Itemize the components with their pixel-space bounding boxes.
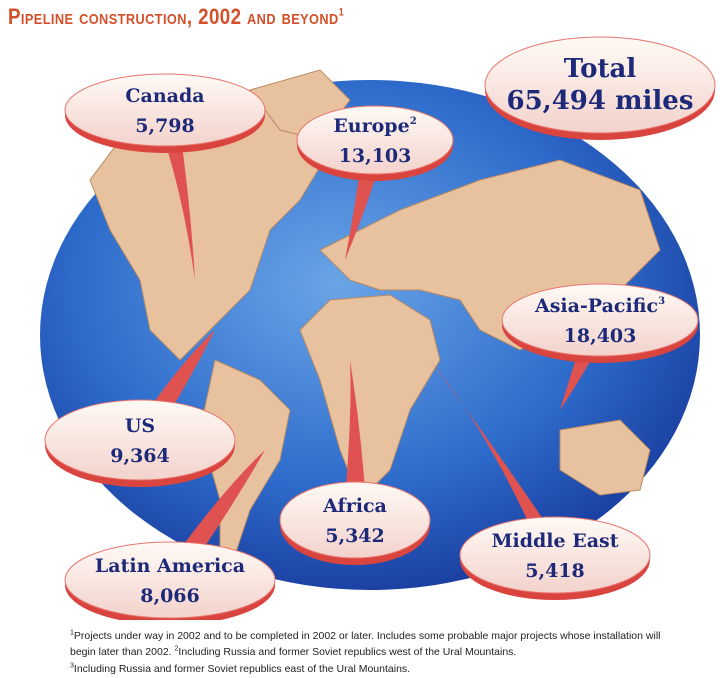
footnote-mark: 1 (70, 629, 74, 636)
region-name-text: Asia-Pacific (534, 295, 658, 317)
callout (44, 399, 236, 481)
footnotes: 1Projects under way in 2002 and to be co… (70, 626, 670, 676)
region-value: 18,403 (564, 325, 637, 347)
footnote-mark: 2 (174, 645, 179, 653)
region-name-text: Latin America (95, 555, 245, 577)
footnote-text: Including Russia and former Soviet repub… (178, 646, 517, 658)
callout (459, 516, 651, 594)
region-name-text: US (125, 415, 155, 437)
footnote: 3Including Russia and former Soviet repu… (70, 662, 411, 675)
title-note: 1 (338, 6, 345, 19)
region-name: Africa (322, 495, 387, 517)
footnote: 1Projects under way in 2002 and to be co… (70, 629, 661, 659)
total-label: Total (564, 54, 637, 84)
callout (64, 541, 276, 619)
footnote-mark: 3 (70, 662, 74, 669)
region-note: 2 (410, 116, 417, 127)
title-text: Pipeline construction, 2002 and beyond (8, 4, 339, 29)
region-value: 5,798 (135, 115, 195, 137)
region-name: Canada (125, 85, 204, 107)
region-note: 3 (658, 296, 665, 307)
map: Canada 5,798 Europe2 13,103 Asia-Pacific3 18,… (40, 36, 716, 620)
region-value: 9,364 (110, 445, 170, 467)
total-callout (484, 36, 716, 134)
region-name-text: Middle East (491, 530, 618, 552)
title: Pipeline construction, 2002 and beyond1 (8, 4, 344, 30)
callout-pointer (343, 360, 367, 520)
total-value: 65,494 miles (506, 86, 693, 116)
region-name: Middle East (491, 530, 618, 552)
callout (501, 283, 699, 357)
callouts: Canada 5,798 Europe2 13,103 Asia-Pacific3 18,… (44, 36, 716, 620)
callout (279, 481, 431, 559)
callout (296, 105, 454, 175)
region-value: 5,342 (325, 525, 385, 547)
region-name: US (125, 415, 155, 437)
callout (64, 73, 266, 147)
footnote-text: Including Russia and former Soviet repub… (73, 662, 411, 675)
region-name: Latin America (95, 555, 245, 577)
region-name-text: Africa (322, 495, 387, 517)
region-name-text: Europe (333, 115, 409, 137)
footnote-text: Projects under way in 2002 and to be com… (70, 629, 661, 659)
region-value: 13,103 (339, 145, 412, 167)
region-name: Europe2 (333, 115, 416, 137)
region-value: 8,066 (140, 585, 200, 607)
footnote: 2Including Russia and former Soviet repu… (174, 645, 517, 659)
region-name-text: Canada (125, 85, 204, 107)
region-value: 5,418 (525, 560, 585, 582)
region-name: Asia-Pacific3 (534, 295, 665, 317)
callout-pointer (430, 360, 567, 555)
